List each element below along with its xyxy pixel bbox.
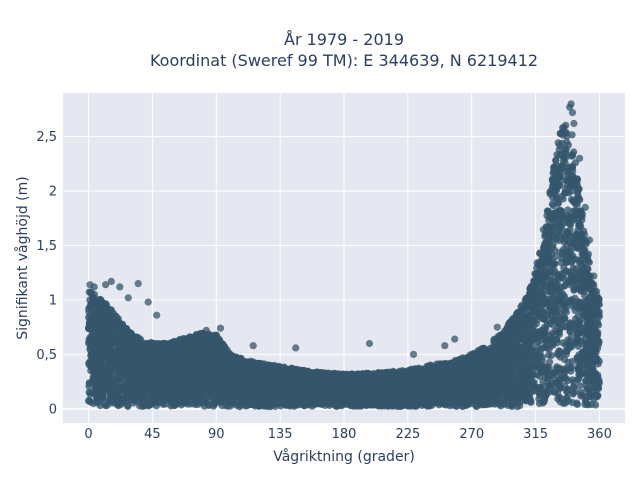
data-point [568,131,576,139]
data-point [573,400,582,408]
data-point [545,351,553,359]
scatter-points [85,100,603,411]
data-point [568,357,576,366]
data-point [548,200,557,208]
data-point [543,321,551,329]
